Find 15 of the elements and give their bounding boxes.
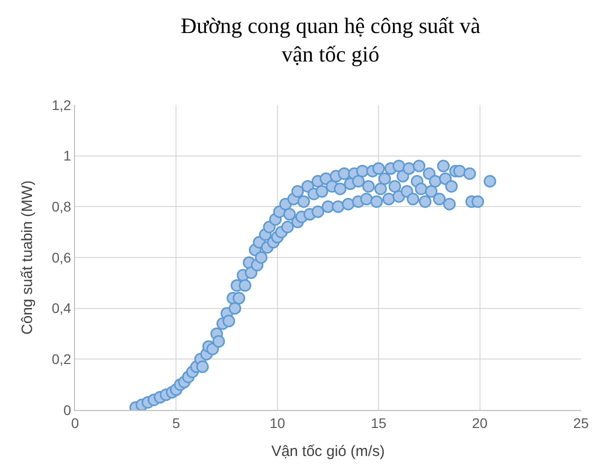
x-tick-label: 25 [573,414,589,431]
x-tick-label: 5 [172,414,180,431]
y-tick-label: 0,6 [52,249,72,266]
y-tick-label: 1,2 [52,96,72,113]
chart-title: Đường cong quan hệ công suất và vận tốc gió [180,12,481,66]
x-tick-label: 20 [472,414,488,431]
x-tick-label: 10 [270,414,286,431]
x-axis-title: Vận tốc gió (m/s) [271,442,385,460]
y-tick-label: 1 [63,148,72,164]
y-tick-label: 0,8 [52,198,72,215]
y-axis-title: Công suất tuabin (MW) [18,180,36,335]
y-tick-label: 0 [63,402,72,418]
y-tick-label: 0,2 [52,351,72,368]
y-tick-label: 0,4 [52,300,72,316]
x-tick-label: 15 [370,414,387,431]
